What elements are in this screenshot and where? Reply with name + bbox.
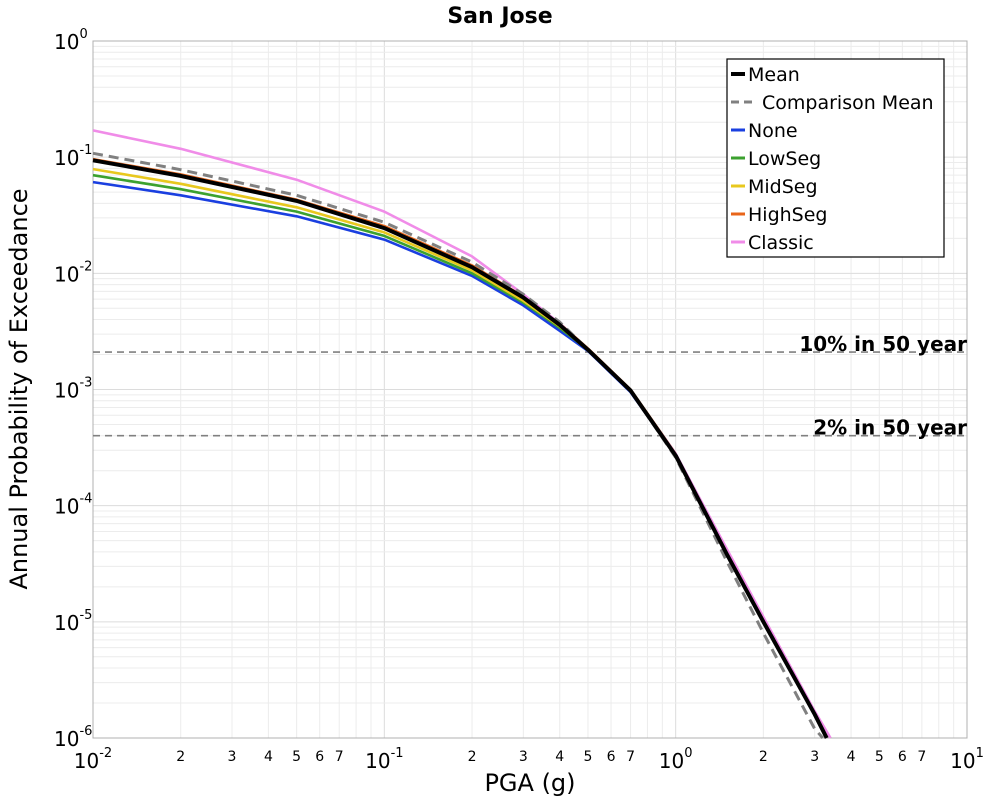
legend-label: None	[748, 120, 798, 142]
x-minor-tick-label: 4	[264, 749, 273, 765]
legend-label: MidSeg	[748, 176, 818, 198]
reference-line-label: 10% in 50 year	[799, 332, 967, 356]
x-tick-label: 101	[950, 746, 984, 773]
reference-lines: 10% in 50 year 2% in 50 year	[93, 332, 967, 440]
x-minor-tick-label: 2	[759, 749, 768, 765]
x-minor-tick-label: 2	[176, 749, 185, 765]
x-minor-tick-label: 4	[555, 749, 564, 765]
x-minor-tick-label: 6	[315, 749, 324, 765]
legend-label: HighSeg	[748, 204, 827, 226]
x-minor-tick-label: 2	[468, 749, 477, 765]
x-minor-tick-label: 6	[898, 749, 907, 765]
x-minor-tick-label: 7	[626, 749, 635, 765]
y-axis-ticks: 100 10-1 10-2 10-3 10-4 10-5 10-6	[54, 27, 92, 751]
x-minor-tick-label: 3	[519, 749, 528, 765]
legend-label: Mean	[748, 64, 800, 86]
legend: Mean Comparison Mean None LowSeg MidSeg HighS…	[726, 58, 945, 258]
x-tick-label: 10-1	[365, 746, 403, 773]
legend-label: Classic	[748, 232, 814, 254]
x-minor-tick-label: 5	[292, 749, 301, 765]
legend-label: LowSeg	[748, 148, 821, 170]
y-tick-label: 10-2	[54, 259, 92, 286]
x-minor-tick-label: 7	[917, 749, 926, 765]
x-minor-tick-label: 4	[847, 749, 856, 765]
y-tick-label: 10-3	[54, 376, 92, 403]
x-tick-label: 10-2	[74, 746, 112, 773]
y-tick-label: 10-1	[54, 143, 92, 170]
series-line-mean	[92, 158, 829, 739]
x-axis-title: PGA (g)	[484, 769, 575, 797]
plot-area-frame	[92, 40, 968, 739]
series-line-comparison-mean	[92, 151, 824, 739]
reference-line-label: 2% in 50 year	[813, 416, 967, 440]
x-minor-tick-label: 5	[875, 749, 884, 765]
x-minor-tick-label: 6	[607, 749, 616, 765]
x-minor-tick-label: 3	[810, 749, 819, 765]
x-minor-tick-label: 3	[228, 749, 237, 765]
x-minor-tick-label: 5	[584, 749, 593, 765]
x-tick-label: 100	[659, 746, 693, 773]
x-minor-tick-label: 7	[335, 749, 344, 765]
chart-title: San Jose	[447, 4, 552, 29]
y-axis-title: Annual Probability of Exceedance	[5, 188, 33, 589]
y-tick-label: 10-4	[54, 492, 92, 519]
y-tick-label: 10-5	[54, 608, 92, 635]
legend-box	[726, 58, 945, 258]
series-lines	[92, 129, 832, 739]
y-tick-label: 10-6	[54, 724, 92, 751]
legend-label: Comparison Mean	[762, 92, 934, 114]
y-tick-label: 100	[54, 27, 88, 54]
